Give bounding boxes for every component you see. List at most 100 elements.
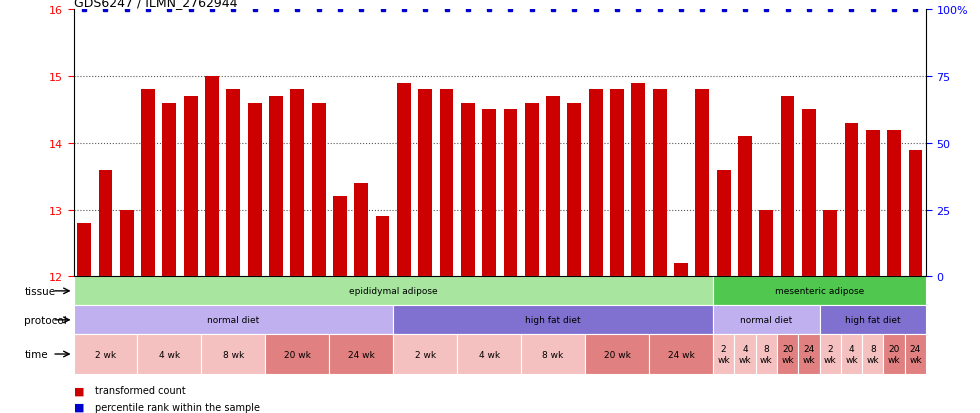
Bar	[266, 335, 329, 374]
Text: 24
wk: 24 wk	[803, 344, 815, 364]
Bar	[184, 97, 198, 277]
Bar	[866, 130, 880, 277]
Text: 8
wk: 8 wk	[760, 344, 772, 364]
Bar	[77, 223, 91, 277]
Bar	[631, 83, 645, 277]
Bar	[312, 104, 325, 277]
Bar	[137, 335, 201, 374]
Bar	[777, 335, 798, 374]
Text: ■: ■	[74, 402, 84, 412]
Bar	[482, 110, 496, 277]
Bar	[248, 104, 262, 277]
Bar	[589, 90, 603, 277]
Text: normal diet: normal diet	[740, 316, 793, 325]
Bar	[674, 263, 688, 277]
Text: 2
wk: 2 wk	[824, 344, 837, 364]
Text: transformed count: transformed count	[95, 385, 186, 395]
Bar	[546, 97, 560, 277]
Text: 2
wk: 2 wk	[717, 344, 730, 364]
Text: epididymal adipose: epididymal adipose	[349, 287, 437, 296]
Bar	[585, 335, 649, 374]
Bar	[649, 335, 713, 374]
Bar	[226, 90, 240, 277]
Text: percentile rank within the sample: percentile rank within the sample	[95, 402, 260, 412]
Bar	[504, 110, 517, 277]
Bar	[905, 335, 926, 374]
Bar	[461, 104, 474, 277]
Bar	[270, 97, 283, 277]
Bar	[205, 77, 219, 277]
Bar	[887, 130, 901, 277]
Bar	[823, 210, 837, 277]
Bar	[696, 90, 710, 277]
Bar	[862, 335, 884, 374]
Bar	[74, 306, 393, 335]
Bar	[756, 335, 777, 374]
Bar	[393, 306, 712, 335]
Text: tissue: tissue	[24, 286, 56, 296]
Bar	[712, 306, 819, 335]
Bar	[418, 90, 432, 277]
Text: time: time	[24, 349, 48, 359]
Bar	[201, 335, 266, 374]
Bar	[74, 335, 137, 374]
Text: high fat diet: high fat diet	[525, 316, 581, 325]
Bar	[141, 90, 155, 277]
Bar	[99, 170, 113, 277]
Bar	[738, 137, 752, 277]
Text: 4
wk: 4 wk	[845, 344, 858, 364]
Bar	[567, 104, 581, 277]
Text: high fat diet: high fat diet	[845, 316, 901, 325]
Bar	[525, 104, 539, 277]
Bar	[329, 335, 393, 374]
Text: 4 wk: 4 wk	[478, 350, 500, 358]
Bar	[397, 83, 411, 277]
Text: 2 wk: 2 wk	[415, 350, 436, 358]
Text: 24
wk: 24 wk	[909, 344, 922, 364]
Bar	[440, 90, 454, 277]
Bar	[819, 306, 926, 335]
Text: 20
wk: 20 wk	[781, 344, 794, 364]
Text: ■: ■	[74, 385, 84, 395]
Bar	[908, 150, 922, 277]
Text: normal diet: normal diet	[207, 316, 260, 325]
Text: GDS6247 / ILMN_2762944: GDS6247 / ILMN_2762944	[74, 0, 237, 9]
Bar	[841, 335, 862, 374]
Text: protocol: protocol	[24, 315, 68, 325]
Bar	[375, 217, 389, 277]
Bar	[712, 335, 734, 374]
Bar	[781, 97, 795, 277]
Bar	[884, 335, 905, 374]
Bar	[163, 104, 176, 277]
Text: 24 wk: 24 wk	[348, 350, 374, 358]
Bar	[734, 335, 756, 374]
Bar	[393, 335, 457, 374]
Text: 2 wk: 2 wk	[95, 350, 116, 358]
Text: 8 wk: 8 wk	[222, 350, 244, 358]
Text: 20
wk: 20 wk	[888, 344, 901, 364]
Text: 20 wk: 20 wk	[604, 350, 630, 358]
Bar	[120, 210, 133, 277]
Text: 8 wk: 8 wk	[543, 350, 564, 358]
Bar	[819, 335, 841, 374]
Bar	[290, 90, 304, 277]
Bar	[457, 335, 521, 374]
Bar	[798, 335, 819, 374]
Bar	[521, 335, 585, 374]
Bar	[653, 90, 666, 277]
Text: 20 wk: 20 wk	[284, 350, 311, 358]
Bar	[712, 277, 926, 306]
Text: 4
wk: 4 wk	[739, 344, 752, 364]
Bar	[355, 183, 368, 277]
Text: mesenteric adipose: mesenteric adipose	[775, 287, 864, 296]
Bar	[802, 110, 815, 277]
Bar	[333, 197, 347, 277]
Text: 8
wk: 8 wk	[866, 344, 879, 364]
Bar	[760, 210, 773, 277]
Bar	[845, 123, 858, 277]
Bar	[611, 90, 624, 277]
Bar	[716, 170, 730, 277]
Bar	[74, 277, 712, 306]
Text: 4 wk: 4 wk	[159, 350, 180, 358]
Text: 24 wk: 24 wk	[667, 350, 695, 358]
